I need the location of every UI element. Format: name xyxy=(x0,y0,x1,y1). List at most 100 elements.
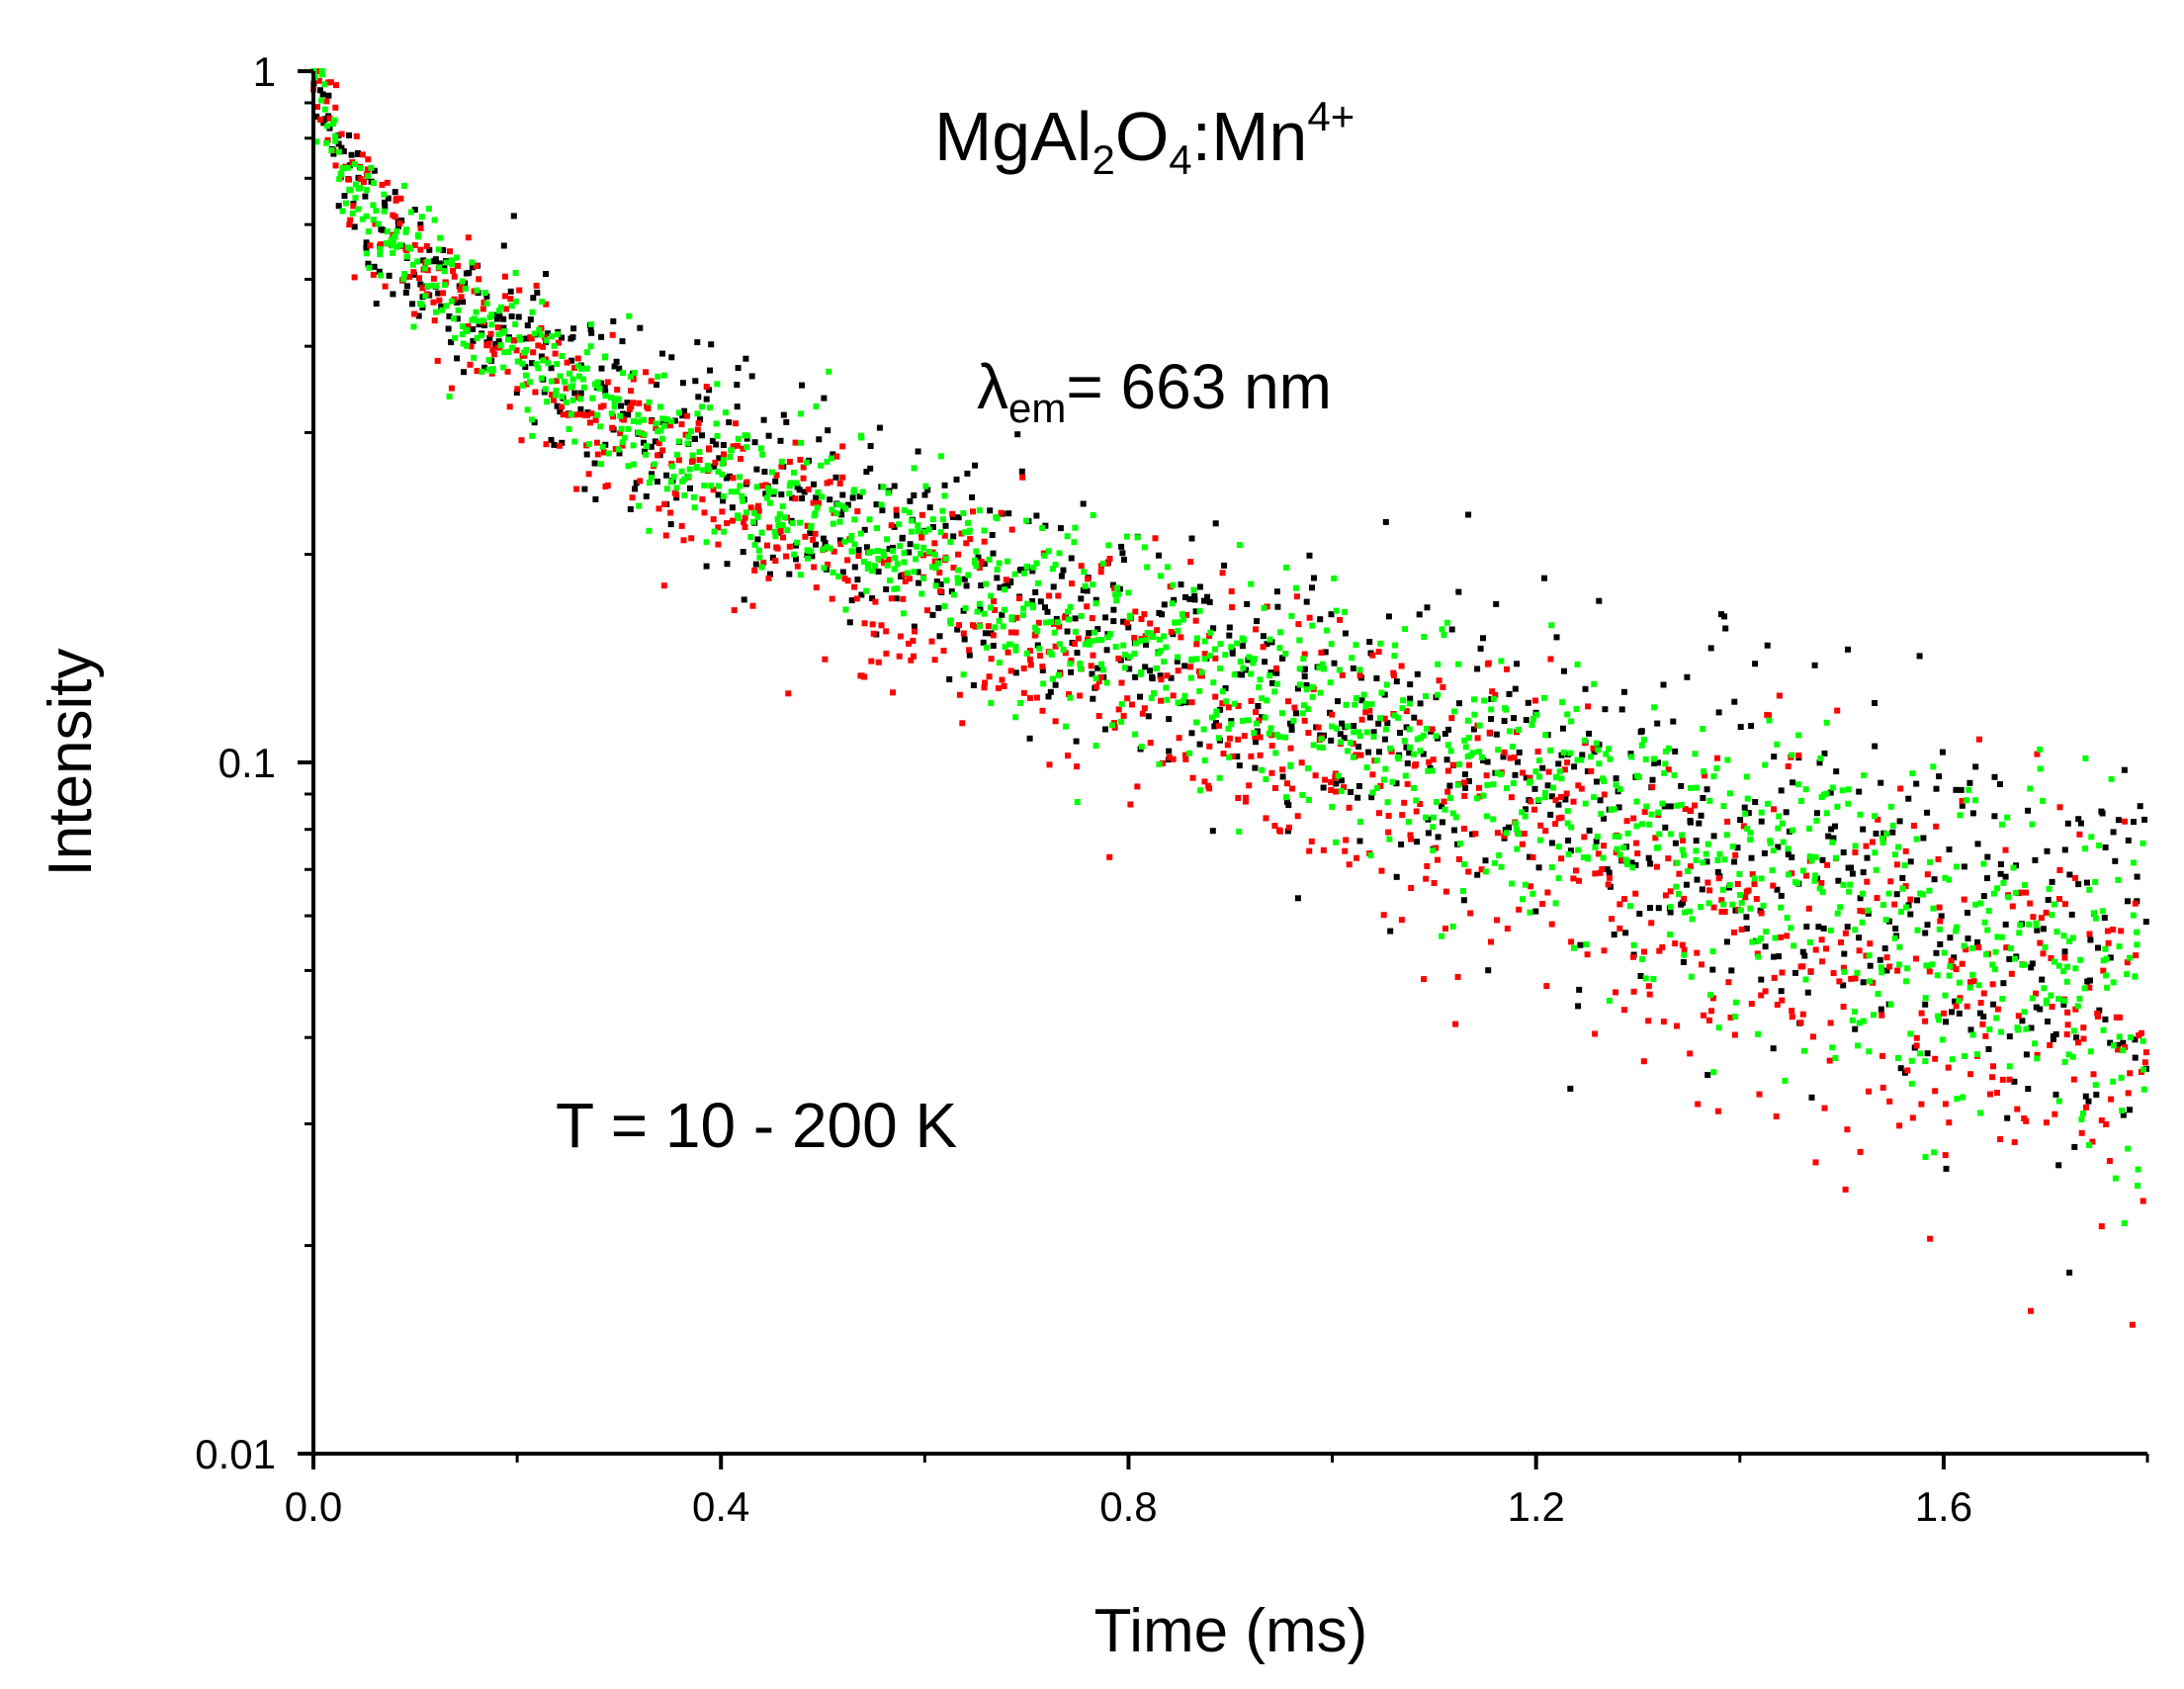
point-green-1154 xyxy=(1033,560,1040,567)
point-black-228 xyxy=(1541,575,1547,581)
point-red-473 xyxy=(1027,662,1034,668)
point-green-738 xyxy=(625,463,632,470)
point-green-612 xyxy=(1778,904,1785,911)
point-red-551 xyxy=(1448,715,1455,722)
point-green-986 xyxy=(1966,786,1972,793)
point-black-89 xyxy=(793,556,799,563)
point-green-416 xyxy=(721,528,728,535)
point-green-401 xyxy=(643,451,650,458)
point-black-736 xyxy=(616,365,623,372)
point-green-144 xyxy=(1090,511,1096,518)
point-green-160 xyxy=(1175,654,1181,661)
point-black-515 xyxy=(1255,703,1262,709)
point-red-299 xyxy=(1927,1235,1934,1242)
point-green-725 xyxy=(553,388,560,395)
point-green-387 xyxy=(566,426,572,432)
point-black-578 xyxy=(1596,597,1603,604)
point-green-353 xyxy=(381,208,388,215)
point-green-117 xyxy=(942,555,949,562)
point-green-569 xyxy=(1548,622,1555,629)
point-green-601 xyxy=(1721,856,1728,863)
point-green-890 xyxy=(1443,619,1450,626)
point-green-187 xyxy=(1319,745,1326,751)
point-red-124 xyxy=(981,538,988,545)
point-green-1018 xyxy=(2134,929,2140,935)
point-red-289 xyxy=(1870,839,1876,845)
point-green-847 xyxy=(1212,646,1218,653)
point-red-824 xyxy=(1090,652,1096,659)
point-green-978 xyxy=(1920,891,1927,898)
point-black-63 xyxy=(654,382,660,389)
point-black-372 xyxy=(483,293,490,300)
point-green-429 xyxy=(793,480,800,487)
point-green-1083 xyxy=(651,461,657,468)
point-red-771 xyxy=(804,522,811,529)
point-green-1316 xyxy=(1909,770,1916,777)
point-green-97 xyxy=(834,501,841,508)
point-green-381 xyxy=(535,365,542,372)
point-green-502 xyxy=(1188,657,1195,664)
point-green-1351 xyxy=(2096,842,2103,848)
point-green-36 xyxy=(505,336,511,343)
point-green-1106 xyxy=(776,511,783,517)
point-green-133 xyxy=(1030,564,1037,571)
point-red-39 xyxy=(523,381,530,388)
point-green-352 xyxy=(377,251,384,258)
point-green-748 xyxy=(678,468,685,475)
point-black-29 xyxy=(470,338,477,344)
point-green-610 xyxy=(1769,867,1776,874)
point-black-317 xyxy=(2025,1086,2032,1093)
point-black-580 xyxy=(1606,869,1613,876)
point-red-884 xyxy=(1411,762,1418,769)
point-green-508 xyxy=(1219,688,1226,695)
point-black-261 xyxy=(1718,611,1724,618)
point-black-657 xyxy=(2023,1051,2030,1058)
point-black-222 xyxy=(1512,771,1519,778)
point-black-586 xyxy=(1637,973,1644,979)
point-black-883 xyxy=(1407,695,1414,702)
point-green-860 xyxy=(1283,794,1289,801)
point-black-9 xyxy=(363,244,370,251)
point-red-107 xyxy=(888,522,895,529)
point-red-437 xyxy=(833,453,840,460)
point-red-484 xyxy=(1089,615,1095,622)
point-red-969 xyxy=(1874,895,1880,902)
point-green-275 xyxy=(1794,880,1801,887)
point-green-906 xyxy=(1529,890,1536,897)
point-green-1017 xyxy=(2130,859,2137,866)
point-green-304 xyxy=(1953,863,1960,870)
point-green-305 xyxy=(1960,1094,1966,1101)
point-green-276 xyxy=(1801,1047,1807,1054)
point-green-1133 xyxy=(922,483,929,489)
point-green-1208 xyxy=(1327,679,1334,686)
point-green-1283 xyxy=(1729,844,1736,849)
point-black-398 xyxy=(627,505,634,512)
point-green-478 xyxy=(1054,619,1061,626)
point-black-594 xyxy=(1680,959,1687,965)
point-black-664 xyxy=(2061,948,2068,955)
point-black-835 xyxy=(1147,667,1154,674)
point-green-1242 xyxy=(1509,744,1516,750)
point-green-850 xyxy=(1228,721,1235,728)
point-green-654 xyxy=(2006,1063,2013,1070)
point-red-496 xyxy=(1152,535,1159,542)
point-black-70 xyxy=(692,378,699,385)
point-red-280 xyxy=(1824,861,1831,868)
point-red-479 xyxy=(1065,753,1071,759)
point-green-197 xyxy=(1377,640,1384,647)
point-green-733 xyxy=(598,461,604,468)
point-black-963 xyxy=(1841,950,1848,957)
point-green-581 xyxy=(1611,806,1617,813)
point-black-604 xyxy=(1737,817,1744,824)
point-black-956 xyxy=(1801,952,1808,959)
point-red-368 xyxy=(465,322,472,329)
point-red-377 xyxy=(513,347,520,354)
point-red-51 xyxy=(588,410,595,417)
point-green-1322 xyxy=(1941,949,1948,956)
point-black-190 xyxy=(1337,731,1344,738)
point-black-837 xyxy=(1161,601,1168,608)
point-red-583 xyxy=(1621,1007,1627,1014)
point-black-188 xyxy=(1328,737,1335,744)
point-green-1214 xyxy=(1356,733,1363,740)
point-green-69 xyxy=(685,433,692,440)
